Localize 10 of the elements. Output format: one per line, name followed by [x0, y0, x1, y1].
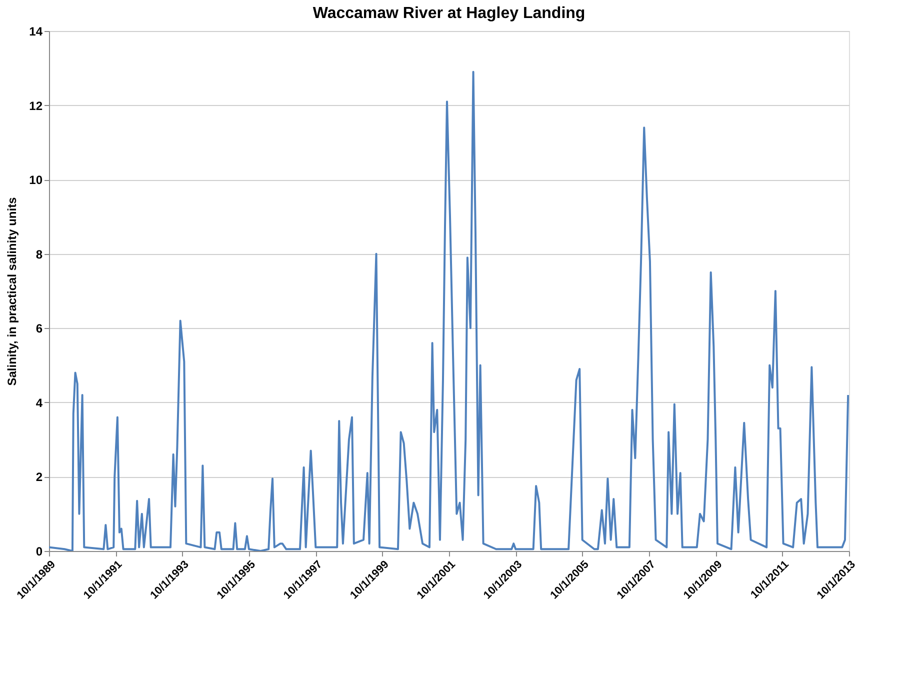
y-tick-label: 4 [36, 396, 43, 410]
y-tick-label: 14 [29, 24, 43, 38]
chart-title: Waccamaw River at Hagley Landing [312, 5, 586, 22]
y-tick-label: 2 [36, 470, 43, 484]
y-tick-label: 10 [29, 173, 43, 188]
y-tick-label: 0 [36, 544, 43, 558]
y-tick-label: 8 [36, 247, 43, 262]
y-axis-title: Salinity, in practical salinity units [5, 196, 20, 386]
y-tick-label: 12 [29, 98, 43, 113]
y-tick-label: 6 [36, 322, 43, 336]
